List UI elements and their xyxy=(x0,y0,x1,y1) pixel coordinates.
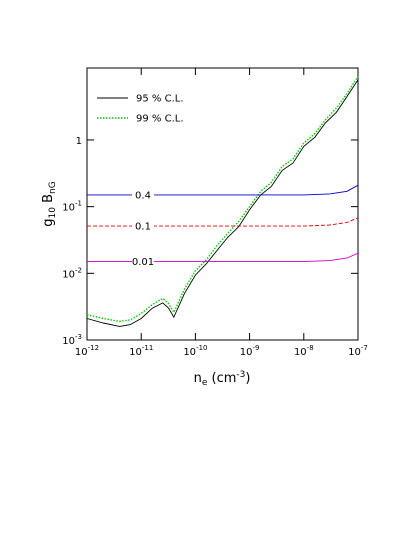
label-gap xyxy=(132,256,154,267)
tick-exp: -8 xyxy=(307,344,314,352)
legend-label: 95 % C.L. xyxy=(136,94,184,105)
legend-label: 99 % C.L. xyxy=(136,114,184,125)
tick-label: 10-12 xyxy=(75,344,99,358)
series-line xyxy=(87,217,359,227)
series-line xyxy=(86,79,359,327)
tick-base: 10 xyxy=(240,347,253,358)
tick-label: 10-8 xyxy=(294,344,314,358)
tick-label: 10-9 xyxy=(240,344,260,358)
tick-exp: -3 xyxy=(75,333,82,341)
series-line xyxy=(87,252,359,263)
series-line xyxy=(87,184,359,196)
tick-label: 10-7 xyxy=(348,344,368,358)
x-axis-label: ne (cm-3) xyxy=(194,370,251,388)
series-line xyxy=(86,75,359,323)
label-gap xyxy=(132,221,154,232)
label-gap xyxy=(132,189,154,200)
tick-base: 10 xyxy=(129,347,142,358)
tick-base: 10 xyxy=(348,347,361,358)
tick-label: 1 xyxy=(76,136,82,147)
tick-base: 10 xyxy=(62,269,75,280)
tick-exp: -10 xyxy=(196,344,207,352)
y-axis-label: g10 BnG xyxy=(41,181,58,226)
tick-label: 10-3 xyxy=(62,333,82,347)
tick-base: 10 xyxy=(294,347,307,358)
tick-base: 10 xyxy=(62,203,75,214)
tick-exp: -1 xyxy=(75,200,82,208)
plot-frame xyxy=(86,67,359,341)
tick-base: 10 xyxy=(75,347,88,358)
tick-label: 10-11 xyxy=(129,344,153,358)
tick-exp: -9 xyxy=(252,344,259,352)
line-label: 0.1 xyxy=(135,222,151,233)
tick-base: 10 xyxy=(183,347,196,358)
tick-exp: -11 xyxy=(142,344,153,352)
line-label: 0.01 xyxy=(132,257,154,268)
tick-label: 10-2 xyxy=(62,266,82,280)
tick-base: 10 xyxy=(62,336,75,347)
tick-exp: -7 xyxy=(361,344,368,352)
tick-exp: -2 xyxy=(75,266,82,274)
tick-label: 10-1 xyxy=(62,200,82,214)
tick-exp: -12 xyxy=(88,344,99,352)
tick-label: 10-10 xyxy=(183,344,207,358)
line-label: 0.4 xyxy=(135,190,151,201)
